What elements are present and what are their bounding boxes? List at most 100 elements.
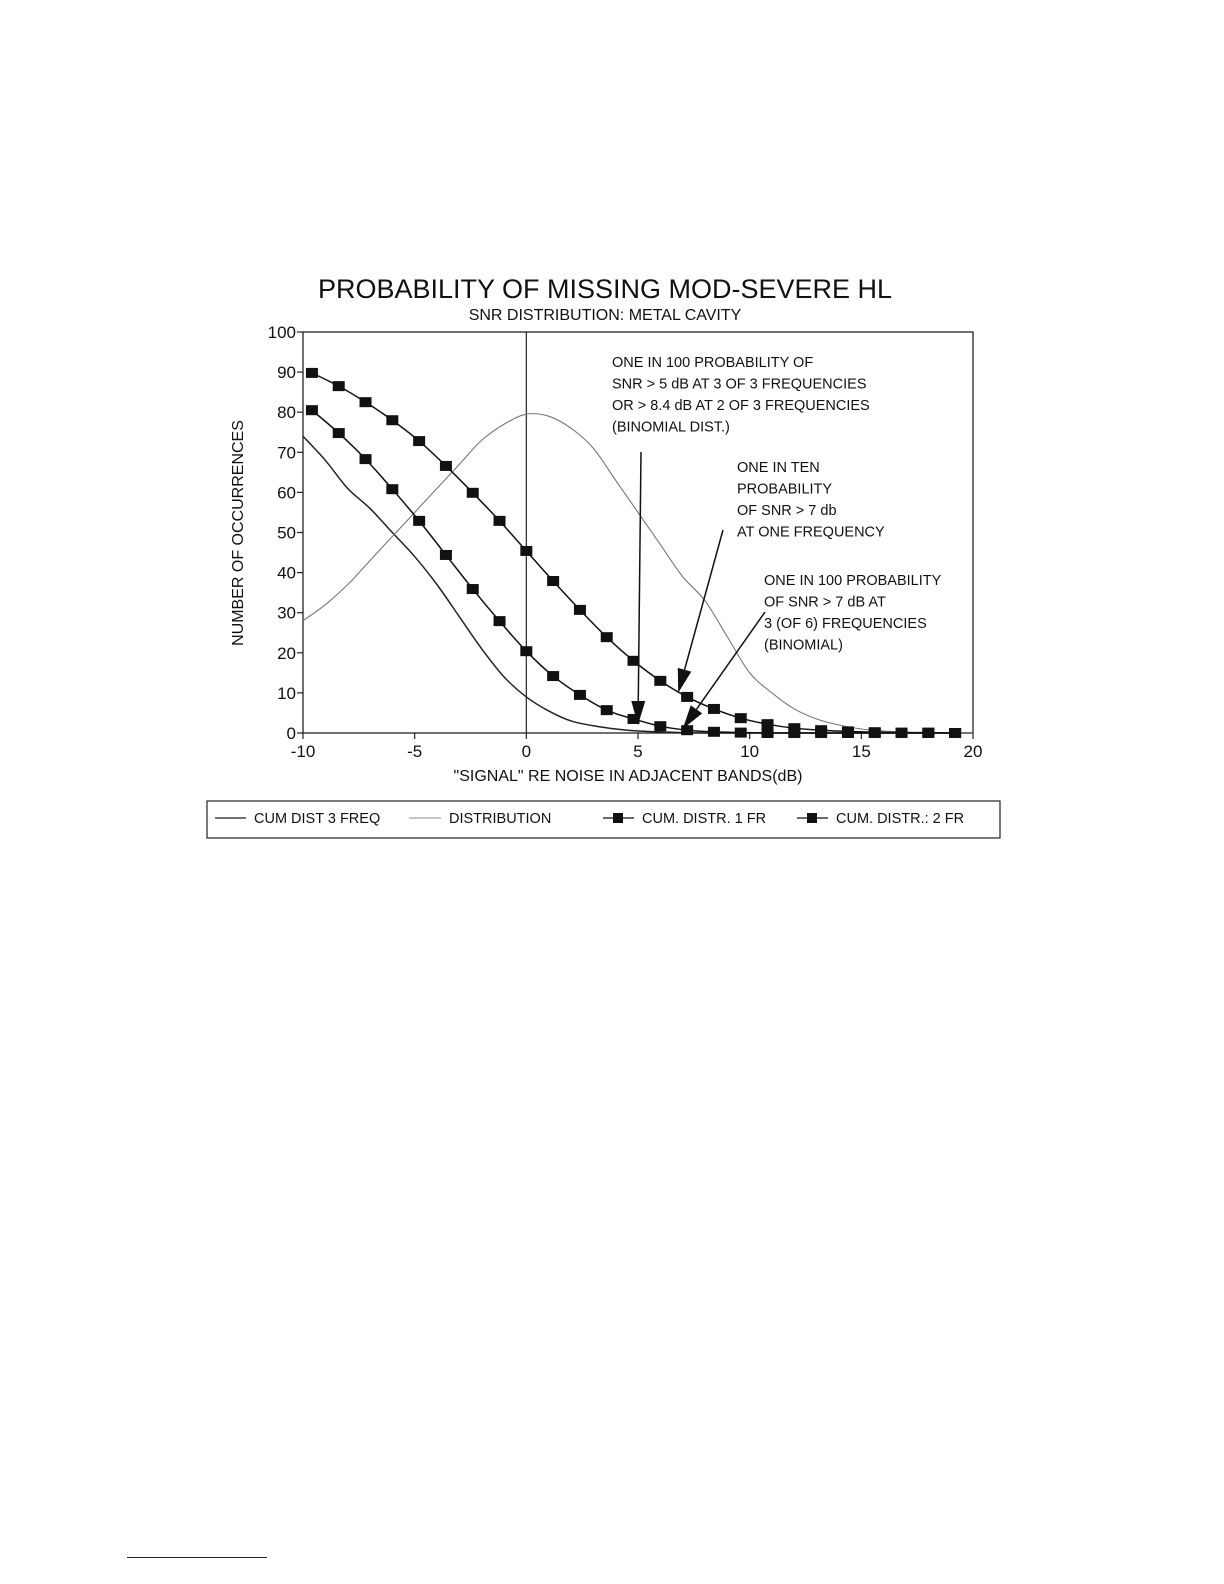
data-point-marker — [922, 728, 935, 738]
x-tick-label: -5 — [407, 742, 422, 761]
x-tick-label: 10 — [740, 742, 759, 761]
data-point-marker — [627, 655, 640, 666]
x-tick-label: 20 — [964, 742, 983, 761]
chart-subtitle: SNR DISTRIBUTION: METAL CAVITY — [469, 307, 742, 324]
data-point-marker — [466, 584, 479, 595]
annotation-text: PROBABILITY — [737, 482, 832, 498]
data-point-marker — [305, 367, 318, 378]
data-point-marker — [359, 397, 372, 408]
data-point-marker — [761, 728, 774, 738]
chart-title: PROBABILITY OF MISSING MOD-SEVERE HL — [318, 274, 892, 304]
data-point-marker — [788, 728, 801, 738]
series-distribution — [302, 413, 974, 734]
y-tick-label: 90 — [277, 363, 296, 382]
data-point-marker — [386, 484, 399, 495]
annotation-text: OF SNR > 7 dB AT — [764, 595, 886, 611]
data-point-marker — [815, 728, 828, 738]
legend: CUM DIST 3 FREQ DISTRIBUTION CUM. DISTR.… — [206, 800, 1001, 839]
legend-label: CUM. DISTR. 1 FR — [642, 811, 766, 827]
data-point-marker — [359, 454, 372, 465]
data-point-marker — [386, 415, 399, 426]
legend-marker — [613, 813, 623, 823]
data-point-marker — [681, 691, 694, 702]
data-point-marker — [681, 725, 694, 736]
data-point-marker — [493, 515, 506, 526]
annotation-text: ONE IN 100 PROBABILITY OF — [612, 355, 813, 371]
series-cum-distr-2-fr — [305, 405, 962, 738]
annotation-text: ONE IN 100 PROBABILITY — [764, 573, 942, 589]
data-point-marker — [573, 689, 586, 700]
y-tick-label: 30 — [277, 604, 296, 623]
data-point-marker — [547, 576, 560, 587]
annotation-text: OF SNR > 7 db — [737, 503, 837, 519]
legend-label: DISTRIBUTION — [449, 811, 551, 827]
data-point-marker — [332, 381, 345, 392]
y-axis-label: NUMBER OF OCCURRENCES — [230, 420, 247, 646]
data-point-marker — [627, 713, 640, 724]
annotation-text: 3 (OF 6) FREQUENCIES — [764, 616, 927, 632]
annotation-text: AT ONE FREQUENCY — [737, 525, 885, 541]
footnote-rule — [127, 1557, 267, 1558]
y-tick-label: 60 — [277, 483, 296, 502]
axes: 0 10 20 30 40 50 60 70 80 90 100 -10 -5 0 5 10 15 20 — [268, 323, 983, 761]
legend-label: CUM DIST 3 FREQ — [254, 811, 380, 827]
data-point-marker — [439, 460, 452, 471]
data-point-marker — [761, 719, 774, 730]
y-tick-label: 70 — [277, 443, 296, 462]
data-point-marker — [547, 671, 560, 682]
y-tick-label: 20 — [277, 644, 296, 663]
series-line — [302, 413, 974, 734]
annotation-text: (BINOMIAL DIST.) — [612, 420, 730, 436]
data-point-marker — [949, 728, 962, 738]
annotation-arrow-line — [683, 529, 724, 670]
x-tick-label: 0 — [522, 742, 531, 761]
data-point-marker — [305, 405, 318, 416]
annotation-text: ONE IN TEN — [737, 460, 820, 476]
data-point-marker — [413, 436, 426, 447]
data-point-marker — [654, 675, 667, 686]
data-point-marker — [466, 487, 479, 498]
annotations: ONE IN 100 PROBABILITY OF SNR > 5 dB AT 3… — [612, 355, 942, 729]
data-point-marker — [520, 545, 533, 556]
annotation-arrowhead — [682, 705, 703, 729]
data-point-marker — [734, 727, 747, 738]
x-tick-label: 5 — [633, 742, 642, 761]
data-point-marker — [654, 721, 667, 732]
x-tick-label: -10 — [291, 742, 316, 761]
y-tick-label: 0 — [287, 724, 296, 743]
data-point-marker — [413, 515, 426, 526]
data-point-marker — [332, 428, 345, 439]
annotation-arrow-line — [637, 451, 642, 701]
data-point-marker — [520, 646, 533, 657]
data-point-marker — [439, 549, 452, 560]
y-tick-label: 80 — [277, 403, 296, 422]
x-axis-label: "SIGNAL" RE NOISE IN ADJACENT BANDS(dB) — [454, 768, 803, 785]
y-tick-label: 40 — [277, 564, 296, 583]
annotation-arrowhead — [677, 667, 692, 693]
annotation-text: OR > 8.4 dB AT 2 OF 3 FREQUENCIES — [612, 398, 870, 414]
series-line — [311, 409, 956, 734]
annotation-text: (BINOMIAL) — [764, 638, 843, 654]
data-point-marker — [707, 703, 720, 714]
data-point-marker — [895, 728, 908, 738]
data-point-marker — [573, 604, 586, 615]
data-point-marker — [734, 713, 747, 724]
legend-label: CUM. DISTR.: 2 FR — [836, 811, 964, 827]
x-tick-label: 15 — [852, 742, 871, 761]
data-point-marker — [707, 726, 720, 737]
annotation-text: SNR > 5 dB AT 3 OF 3 FREQUENCIES — [612, 377, 867, 393]
legend-marker — [807, 813, 817, 823]
annotation-arrowhead — [631, 700, 646, 725]
annotation-arrow-line — [695, 611, 766, 710]
data-point-marker — [841, 728, 854, 738]
y-tick-label: 100 — [268, 323, 296, 342]
series-group — [302, 367, 974, 738]
legend-box — [206, 800, 1001, 839]
y-tick-label: 10 — [277, 684, 296, 703]
data-point-marker — [493, 616, 506, 627]
y-tick-label: 50 — [277, 524, 296, 543]
data-point-marker — [600, 632, 613, 643]
data-point-marker — [600, 705, 613, 716]
data-point-marker — [868, 728, 881, 738]
